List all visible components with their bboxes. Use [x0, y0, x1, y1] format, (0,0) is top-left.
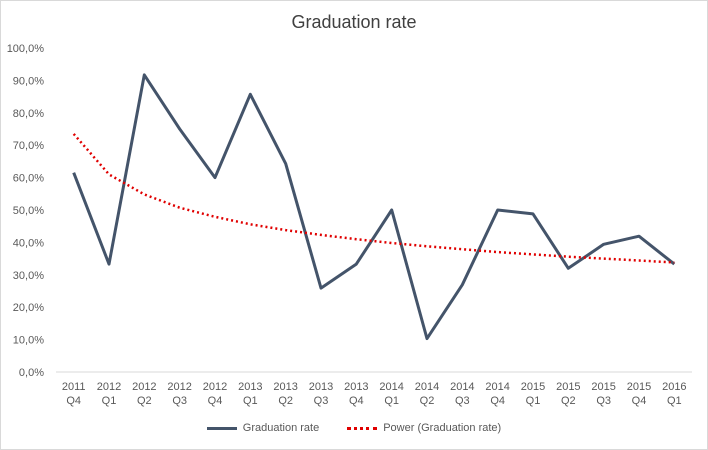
x-tick-label-year: 2015: [556, 381, 580, 393]
legend-label-graduation-rate: Graduation rate: [242, 422, 320, 434]
y-tick-label: 30,0%: [13, 270, 44, 282]
x-tick-label-quarter: Q3: [455, 395, 470, 407]
x-tick-label-quarter: Q2: [561, 395, 576, 407]
x-tick-label-quarter: Q1: [243, 395, 258, 407]
x-tick-label-year: 2015: [521, 381, 545, 393]
legend-label-power-trend: Power (Graduation rate): [383, 422, 502, 434]
x-tick-label-quarter: Q4: [632, 395, 647, 407]
series-line-power-trend: [72, 133, 675, 264]
x-tick-label-year: 2013: [344, 381, 368, 393]
legend-swatch-solid: [206, 426, 237, 430]
x-tick-label-year: 2014: [415, 381, 439, 393]
x-tick-label-quarter: Q1: [102, 395, 117, 407]
x-tick-label-quarter: Q4: [490, 395, 505, 407]
x-tick-label-year: 2015: [591, 381, 615, 393]
legend-item-graduation-rate: Graduation rate: [206, 422, 320, 434]
x-tick-label-quarter: Q4: [66, 395, 81, 407]
x-tick-label-year: 2015: [627, 381, 651, 393]
x-tick-label-year: 2011: [62, 381, 86, 393]
x-tick-label-year: 2013: [309, 381, 333, 393]
y-tick-label: 90,0%: [13, 75, 44, 87]
y-tick-label: 70,0%: [13, 140, 44, 152]
x-tick-label-year: 2012: [132, 381, 156, 393]
x-tick-label-quarter: Q4: [208, 395, 223, 407]
x-tick-label-year: 2012: [167, 381, 191, 393]
legend-item-power-trend: Power (Graduation rate): [347, 422, 501, 434]
y-tick-label: 20,0%: [13, 302, 44, 314]
x-tick-label-quarter: Q2: [420, 395, 435, 407]
x-tick-label-quarter: Q1: [384, 395, 399, 407]
x-tick-label-year: 2013: [273, 381, 297, 393]
x-tick-label-quarter: Q1: [526, 395, 541, 407]
y-tick-label: 50,0%: [13, 205, 44, 217]
x-tick-label-year: 2014: [485, 381, 509, 393]
x-tick-label-quarter: Q3: [596, 395, 611, 407]
series-line-graduation-rate: [72, 73, 676, 341]
x-tick-label-quarter: Q3: [172, 395, 187, 407]
y-tick-label: 100,0%: [7, 43, 45, 55]
y-tick-label: 60,0%: [13, 173, 44, 185]
x-tick-label-year: 2013: [238, 381, 262, 393]
x-tick-label-quarter: Q1: [667, 395, 682, 407]
legend-swatch-dotted: [347, 426, 378, 430]
x-tick-label-quarter: Q2: [278, 395, 293, 407]
legend: Graduation rate Power (Graduation rate): [0, 422, 708, 434]
x-tick-label-quarter: Q2: [137, 395, 152, 407]
line-chart: 0,0% 10,0% 20,0% 30,0% 40,0% 50,0% 60,0% 70,0% 8…: [7, 43, 692, 407]
y-tick-label: 80,0%: [13, 108, 44, 120]
y-tick-label: 0,0%: [19, 367, 44, 379]
y-tick-label: 40,0%: [13, 237, 44, 249]
x-tick-label-year: 2016: [662, 381, 686, 393]
x-tick-label-year: 2014: [450, 381, 474, 393]
y-tick-label: 10,0%: [13, 335, 44, 347]
chart-title: Graduation rate: [291, 12, 417, 32]
x-tick-label-quarter: Q4: [349, 395, 364, 407]
x-tick-label-quarter: Q3: [314, 395, 329, 407]
x-tick-label-year: 2012: [97, 381, 121, 393]
x-tick-label-year: 2014: [379, 381, 403, 393]
x-tick-label-year: 2012: [203, 381, 227, 393]
